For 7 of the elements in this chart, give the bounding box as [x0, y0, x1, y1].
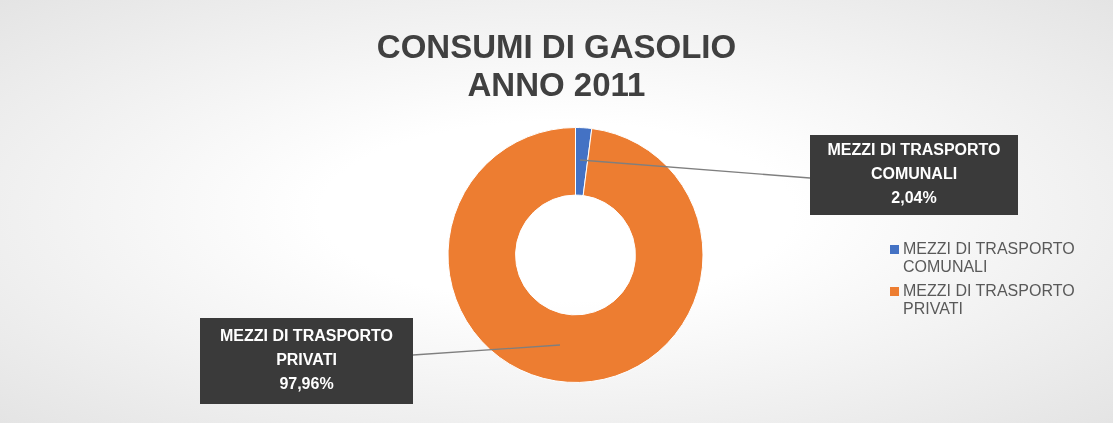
slice-label: MEZZI DI TRASPORTO COMUNALI	[827, 141, 1001, 183]
chart-title: CONSUMI DI GASOLIO ANNO 2011	[375, 28, 738, 104]
slice-label: MEZZI DI TRASPORTO PRIVATI	[219, 327, 394, 369]
legend-label: MEZZI DI TRASPORTO PRIVATI	[903, 282, 1076, 318]
data-label: 97,96%	[279, 375, 334, 393]
legend-label: MEZZI DI TRASPORTO COMUNALI	[903, 240, 1076, 276]
data-label: 2,04%	[891, 189, 937, 207]
